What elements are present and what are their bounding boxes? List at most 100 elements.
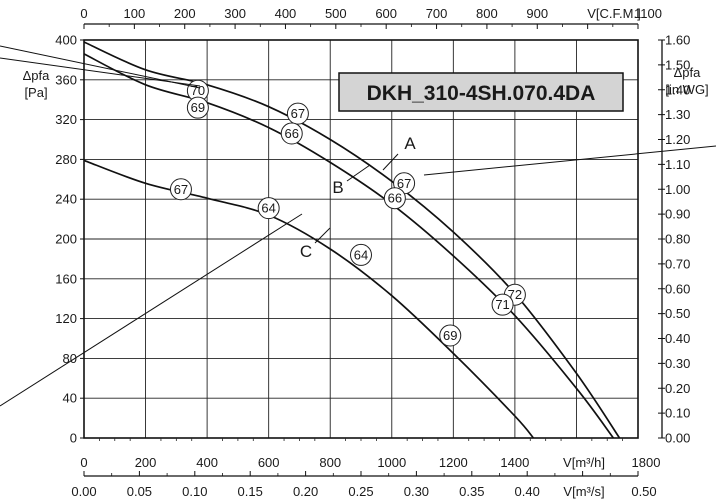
bottom-tick-label-m3h: 1800 xyxy=(632,455,661,470)
bottom-tick-label-m3s: 0.25 xyxy=(348,484,373,499)
bottom-tick-label-m3h: 400 xyxy=(196,455,218,470)
left-tick-label: 40 xyxy=(63,391,77,406)
reference-line xyxy=(0,57,201,87)
bottom-tick-label-m3s: 0.40 xyxy=(515,484,540,499)
efficiency-marker-label: 71 xyxy=(495,297,509,312)
right-tick-label: 0.40 xyxy=(665,331,690,346)
right-tick-label: 0.50 xyxy=(665,306,690,321)
curve-label-b: B xyxy=(332,178,343,197)
right-tick-label: 1.20 xyxy=(665,132,690,147)
top-tick-label: 900 xyxy=(526,6,548,21)
chart-title: DKH_310-4SH.070.4DA xyxy=(367,82,596,105)
left-tick-label: 80 xyxy=(63,351,77,366)
curve-label-leader xyxy=(346,164,371,182)
right-axis-unit: [in WG] xyxy=(665,82,708,97)
reference-line xyxy=(423,145,716,176)
left-tick-label: 120 xyxy=(55,311,77,326)
efficiency-marker-label: 66 xyxy=(285,126,299,141)
efficiency-marker-circle xyxy=(439,324,462,347)
left-tick-label: 0 xyxy=(70,431,77,446)
left-tick-label: 360 xyxy=(55,72,77,87)
top-tick-label: 300 xyxy=(224,6,246,21)
efficiency-marker-circle xyxy=(257,197,280,220)
efficiency-marker-label: 69 xyxy=(191,100,205,115)
efficiency-marker-label: 67 xyxy=(291,106,305,121)
right-tick-label: 1.40 xyxy=(665,82,690,97)
right-tick-label: 0.20 xyxy=(665,381,690,396)
title-box-frame xyxy=(338,72,624,112)
bottom-tick-label-m3s: 0.20 xyxy=(293,484,318,499)
top-tick-label: 800 xyxy=(476,6,498,21)
efficiency-marker-circle xyxy=(491,293,514,316)
right-tick-label: 0.70 xyxy=(665,256,690,271)
efficiency-marker-label: 67 xyxy=(397,176,411,191)
left-axis-label: Δpfa xyxy=(23,68,51,83)
bottom-axis-label-m3h: V[m³/h] xyxy=(563,455,605,470)
right-tick-label: 1.50 xyxy=(665,57,690,72)
right-tick-label: 1.30 xyxy=(665,107,690,122)
bottom-axis-label-m3s: V[m³/s] xyxy=(563,484,604,499)
right-tick-label: 1.00 xyxy=(665,182,690,197)
bottom-tick-label-m3s: 0.05 xyxy=(127,484,152,499)
curve-label-leader xyxy=(382,153,399,171)
title-box: DKH_310-4SH.070.4DA xyxy=(338,72,624,112)
bottom-tick-label-m3h: 200 xyxy=(135,455,157,470)
bottom-tick-label-m3s: 0.10 xyxy=(182,484,207,499)
right-axis-label: Δpfa xyxy=(674,65,702,80)
reference-line xyxy=(0,213,303,407)
efficiency-marker-circle xyxy=(350,243,372,266)
bottom-tick-label-m3h: 1400 xyxy=(500,455,529,470)
left-tick-label: 200 xyxy=(55,232,77,247)
bottom-tick-label-m3h: 1000 xyxy=(377,455,406,470)
top-tick-label: 400 xyxy=(275,6,297,21)
curves xyxy=(83,41,621,439)
bottom-tick-label-m3h: 600 xyxy=(258,455,280,470)
right-tick-label: 0.60 xyxy=(665,281,690,296)
bottom-tick-label-m3s: 0.35 xyxy=(459,484,484,499)
bottom-tick-label-m3s: 0.15 xyxy=(238,484,263,499)
bottom-tick-label-m3s: 0.30 xyxy=(404,484,429,499)
left-axis-title: Δpfa [Pa] xyxy=(23,68,51,100)
axes: 0 40 80 120 160 200 240 280 320 360 400 0.00 0.10 0.2… xyxy=(55,6,690,499)
efficiency-marker-circle xyxy=(169,178,192,201)
curve-b xyxy=(83,53,615,439)
top-axis-label: V[C.F.M.] xyxy=(587,6,640,21)
top-tick-label: 200 xyxy=(174,6,196,21)
top-tick-label: 700 xyxy=(426,6,448,21)
right-tick-label: 1.10 xyxy=(665,157,690,172)
efficiency-marker-circle xyxy=(186,96,209,119)
right-tick-label: 0.80 xyxy=(665,232,690,247)
bottom-tick-label-m3h: 0 xyxy=(80,455,87,470)
bottom-tick-label-m3s: 0.00 xyxy=(71,484,96,499)
left-tick-label: 160 xyxy=(55,271,77,286)
top-tick-label: 100 xyxy=(124,6,146,21)
left-tick-label: 320 xyxy=(55,112,77,127)
bottom-tick-label-m3h: 1200 xyxy=(439,455,468,470)
annotations: A B C xyxy=(0,45,716,407)
right-tick-label: 0.30 xyxy=(665,356,690,371)
left-tick-label: 280 xyxy=(55,152,77,167)
top-tick-label: 1100 xyxy=(634,6,662,21)
bottom-tick-label-m3h: 800 xyxy=(319,455,341,470)
right-tick-label: 0.90 xyxy=(665,207,690,222)
efficiency-marker-label: 69 xyxy=(443,328,457,343)
bottom-tick-label-m3s: 0.50 xyxy=(631,484,656,499)
efficiency-marker-label: 64 xyxy=(261,201,275,216)
efficiency-marker-circle xyxy=(280,122,303,145)
right-tick-label: 0.10 xyxy=(665,406,690,421)
left-axis-unit: [Pa] xyxy=(24,85,47,100)
top-tick-label: 600 xyxy=(375,6,397,21)
efficiency-marker-label: 66 xyxy=(388,191,402,206)
curve-a xyxy=(83,41,621,439)
left-tick-label: 240 xyxy=(55,192,77,207)
right-tick-label: 0.00 xyxy=(665,431,690,446)
curve-label-a: A xyxy=(404,134,416,153)
efficiency-marker-label: 67 xyxy=(174,182,188,197)
left-tick-label: 400 xyxy=(55,33,77,48)
right-tick-label: 1.60 xyxy=(665,33,690,48)
curve-label-leader xyxy=(314,227,331,244)
right-axis-title: Δpfa [in WG] xyxy=(665,65,708,97)
efficiency-marker-label: 64 xyxy=(354,247,368,262)
